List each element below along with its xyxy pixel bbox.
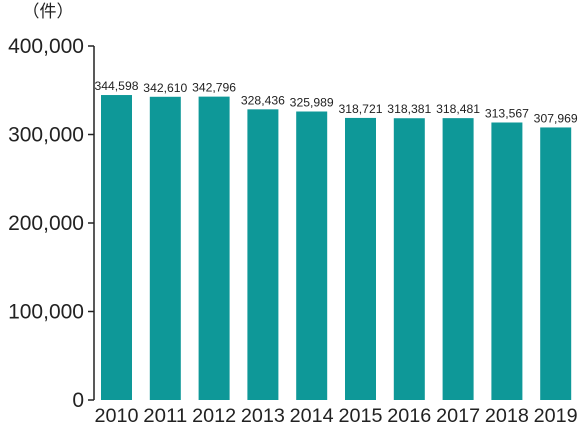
bar-value-label: 325,989	[290, 95, 334, 109]
bar	[149, 96, 181, 400]
y-tick-label: 100,000	[8, 301, 84, 324]
bar	[393, 118, 425, 400]
bar	[345, 117, 376, 400]
bar-value-label: 318,481	[436, 102, 480, 116]
x-category-label: 2010	[95, 406, 139, 427]
y-unit-label: （件）	[23, 2, 74, 22]
data-labels: 344,598 342,610 342,796 328,436 325,989 318,7…	[95, 79, 579, 125]
x-category-label: 2018	[485, 406, 529, 427]
bars	[101, 95, 572, 401]
bar	[491, 122, 523, 401]
bar	[247, 109, 279, 400]
bar-value-label: 344,598	[95, 79, 139, 93]
y-tick-label: 200,000	[8, 212, 84, 235]
bar	[442, 118, 474, 400]
bar-value-label: 342,796	[192, 81, 236, 95]
x-category-label: 2015	[339, 406, 383, 427]
x-category-label: 2017	[436, 406, 480, 427]
x-category-label: 2019	[534, 406, 578, 427]
y-tick-label: 300,000	[8, 124, 84, 147]
bar-value-label: 318,721	[339, 102, 383, 116]
y-tick-label: 0	[72, 389, 84, 412]
bar	[198, 96, 230, 400]
x-category-label: 2014	[290, 406, 334, 427]
y-tick-label: 400,000	[8, 35, 84, 58]
bar-value-label: 342,610	[143, 81, 187, 95]
x-axis-labels: 2010 2011 2012 2013 2014 2015 2016 2017 2018 2019	[95, 406, 578, 427]
bar-value-label: 307,969	[534, 111, 578, 125]
bar-value-label: 328,436	[241, 93, 285, 107]
y-axis-ticks: 0 100,000 200,000 300,000 400,000	[8, 35, 94, 412]
x-category-label: 2016	[387, 406, 431, 427]
bar	[296, 111, 328, 401]
bar-value-label: 313,567	[485, 106, 529, 120]
x-category-label: 2011	[143, 406, 187, 427]
bar	[540, 127, 572, 400]
bar-value-label: 318,381	[387, 102, 431, 116]
x-category-label: 2013	[241, 406, 285, 427]
bar	[101, 95, 132, 401]
x-category-label: 2012	[192, 406, 236, 427]
